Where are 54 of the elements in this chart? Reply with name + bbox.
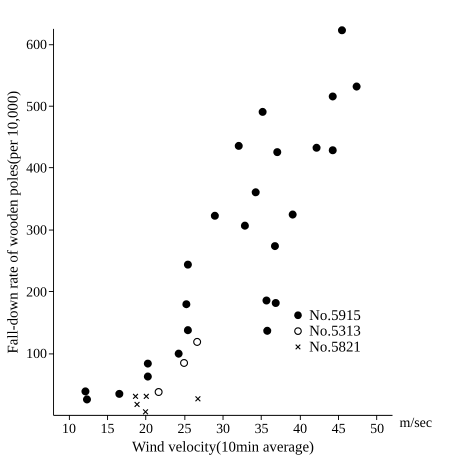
point bbox=[270, 242, 279, 250]
point bbox=[258, 108, 267, 116]
legend-label: No.5313 bbox=[309, 324, 361, 340]
x-axis-title: Wind velocity(10min average) bbox=[132, 440, 314, 456]
legend-label: No.5821 bbox=[309, 340, 361, 356]
x-tick-label: 45 bbox=[332, 422, 346, 438]
point bbox=[273, 148, 282, 156]
y-axis-title: Fall-down rate of wooden poles(per 10,000) bbox=[6, 90, 22, 354]
point bbox=[132, 393, 138, 400]
point bbox=[240, 222, 249, 230]
point bbox=[288, 210, 297, 219]
point bbox=[234, 142, 243, 150]
x-tick-label: 35 bbox=[254, 422, 269, 438]
x-tick-label: 30 bbox=[216, 422, 230, 438]
y-tick-label: 500 bbox=[26, 100, 48, 115]
point bbox=[263, 326, 272, 335]
point bbox=[144, 372, 152, 381]
x-tick-label: 25 bbox=[178, 422, 192, 438]
point bbox=[154, 388, 163, 396]
point bbox=[193, 338, 202, 346]
x-tick-label: 10 bbox=[62, 422, 76, 438]
point bbox=[328, 146, 337, 154]
x-tick-label: 50 bbox=[370, 422, 384, 438]
x-tick-label: 20 bbox=[139, 422, 153, 438]
point bbox=[82, 395, 91, 404]
point bbox=[262, 296, 270, 305]
point bbox=[174, 350, 183, 358]
point bbox=[81, 387, 90, 396]
point bbox=[182, 300, 190, 308]
point bbox=[143, 393, 150, 400]
y-tick-label: 600 bbox=[26, 38, 48, 54]
point bbox=[184, 326, 192, 334]
point bbox=[352, 82, 361, 91]
point bbox=[115, 390, 124, 398]
point bbox=[252, 188, 260, 196]
y-tick-label: 400 bbox=[26, 162, 48, 177]
point bbox=[328, 92, 337, 100]
text: m/sec bbox=[400, 416, 432, 432]
x-tick-label: 15 bbox=[100, 422, 114, 438]
y-tick-label: 200 bbox=[26, 285, 48, 300]
point bbox=[184, 260, 192, 269]
point bbox=[338, 26, 346, 34]
point bbox=[312, 144, 321, 152]
point bbox=[142, 408, 149, 415]
point bbox=[134, 401, 140, 408]
x-tick-label: 40 bbox=[293, 422, 308, 438]
legend-label: No.5915 bbox=[309, 308, 361, 324]
point bbox=[194, 396, 201, 402]
y-tick-label: 300 bbox=[26, 224, 48, 239]
point bbox=[272, 298, 280, 307]
point bbox=[210, 212, 219, 220]
point bbox=[180, 358, 188, 367]
y-tick-label: 100 bbox=[26, 347, 48, 362]
point bbox=[144, 360, 152, 368]
